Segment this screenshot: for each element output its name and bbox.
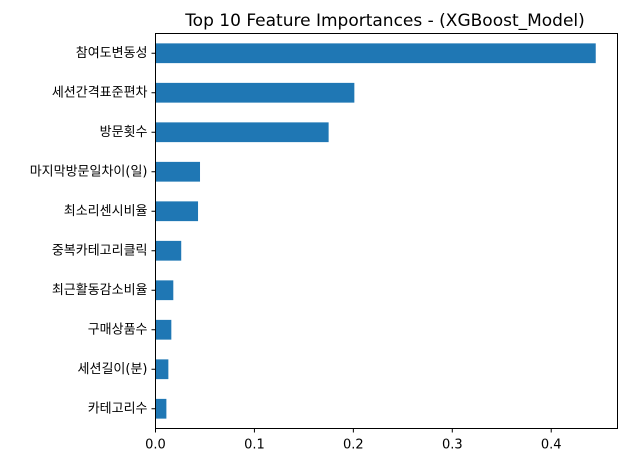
category-label: 참여도변동성 (76, 46, 148, 61)
x-tick-label: 0.2 (343, 438, 364, 453)
bar-9 (155, 398, 167, 419)
category-label: 세션길이(분) (78, 362, 148, 377)
x-tick-label: 0.0 (145, 438, 166, 453)
bar-2 (155, 122, 329, 143)
bar-5 (155, 240, 182, 261)
bar-0 (155, 43, 596, 64)
bars-group (155, 43, 596, 419)
category-label: 구매상품수 (88, 322, 148, 337)
x-tick-label: 0.4 (541, 438, 562, 453)
bar-8 (155, 359, 169, 380)
x-tick-label: 0.3 (442, 438, 463, 453)
bar-7 (155, 319, 172, 340)
category-label: 최근활동감소비율 (52, 283, 148, 298)
x-tick-label: 0.1 (244, 438, 265, 453)
chart-title: Top 10 Feature Importances - (XGBoost_Mo… (184, 11, 585, 31)
bar-3 (155, 161, 201, 182)
x-axis-ticks: 0.0 0.1 0.2 0.3 0.4 (145, 428, 562, 453)
category-label: 카테고리수 (88, 401, 148, 416)
category-label: 마지막방문일차이(일) (30, 164, 148, 179)
bar-1 (155, 82, 355, 103)
category-label: 방문횟수 (100, 125, 148, 140)
category-label: 세션간격표준편차 (52, 85, 148, 100)
category-label: 중복카테고리클릭 (52, 243, 148, 258)
bar-4 (155, 201, 199, 222)
plot-frame (155, 33, 618, 429)
bar-6 (155, 280, 174, 301)
category-label: 최소리센시비율 (64, 204, 148, 219)
